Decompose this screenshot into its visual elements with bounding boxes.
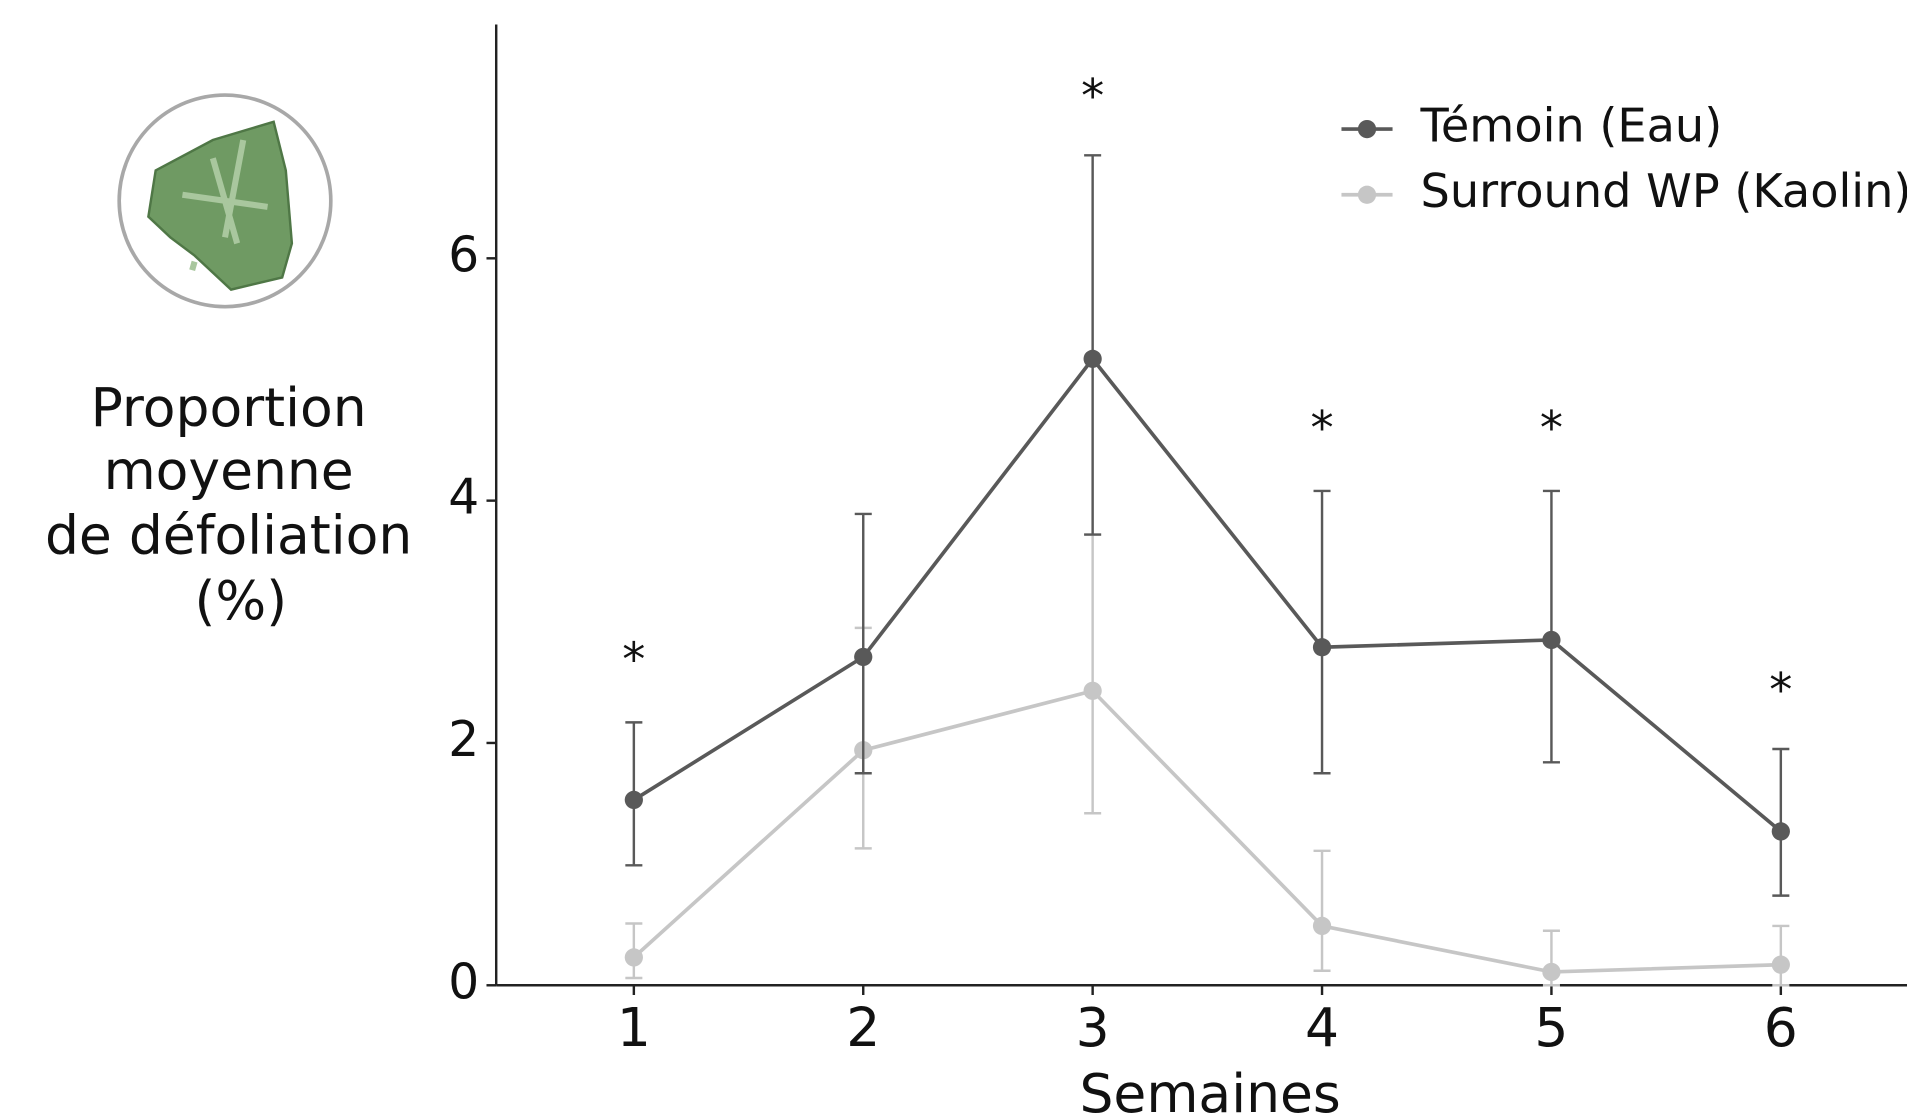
error-bar <box>854 512 872 775</box>
legend-label: Surround WP (Kaolin) <box>1421 164 1907 218</box>
data-point <box>1771 822 1790 841</box>
x-tick-label: 6 <box>1764 996 1798 1059</box>
data-point <box>1083 681 1102 700</box>
y-axis-label: de défoliation <box>45 504 412 567</box>
data-point <box>1542 630 1561 650</box>
significance-marker: * <box>622 633 645 687</box>
series-line <box>632 355 1783 833</box>
data-point <box>1771 955 1790 974</box>
data-point <box>1312 638 1332 657</box>
legend-label: Témoin (Eau) <box>1420 99 1723 153</box>
data-point <box>624 948 643 967</box>
data-point <box>624 790 643 810</box>
error-bar <box>1313 849 1331 972</box>
y-tick-label: 0 <box>448 954 479 1010</box>
error-bar <box>1542 489 1560 764</box>
legend-marker <box>1357 119 1377 139</box>
significance-marker: * <box>1540 401 1563 455</box>
error-bar <box>1084 533 1102 815</box>
y-axis-label: (%) <box>195 569 288 632</box>
x-tick-label: 1 <box>617 996 651 1059</box>
y-tick-label: 4 <box>448 470 479 526</box>
x-tick-label: 3 <box>1076 996 1110 1059</box>
significance-marker: * <box>1310 401 1333 455</box>
leaf-icon <box>117 93 333 309</box>
y-axis-label: moyenne <box>104 439 354 502</box>
x-tick-label: 5 <box>1534 996 1568 1059</box>
y-tick-label: 2 <box>448 712 479 768</box>
x-tick-label: 4 <box>1305 996 1339 1059</box>
x-axis-label: Semaines <box>1079 1062 1340 1118</box>
data-point <box>1542 962 1561 982</box>
y-axis-label: Proportion <box>91 376 367 439</box>
error-bar <box>1084 154 1102 536</box>
series-line <box>632 688 1781 974</box>
significance-marker: * <box>1769 663 1792 717</box>
y-tick-label: 6 <box>448 227 479 283</box>
error-bar <box>1313 489 1331 775</box>
legend-marker <box>1357 185 1377 204</box>
data-point <box>1312 916 1332 936</box>
significance-marker: * <box>1081 69 1104 123</box>
data-point <box>1083 349 1102 369</box>
x-tick-label: 2 <box>846 996 880 1059</box>
data-point <box>854 647 873 667</box>
